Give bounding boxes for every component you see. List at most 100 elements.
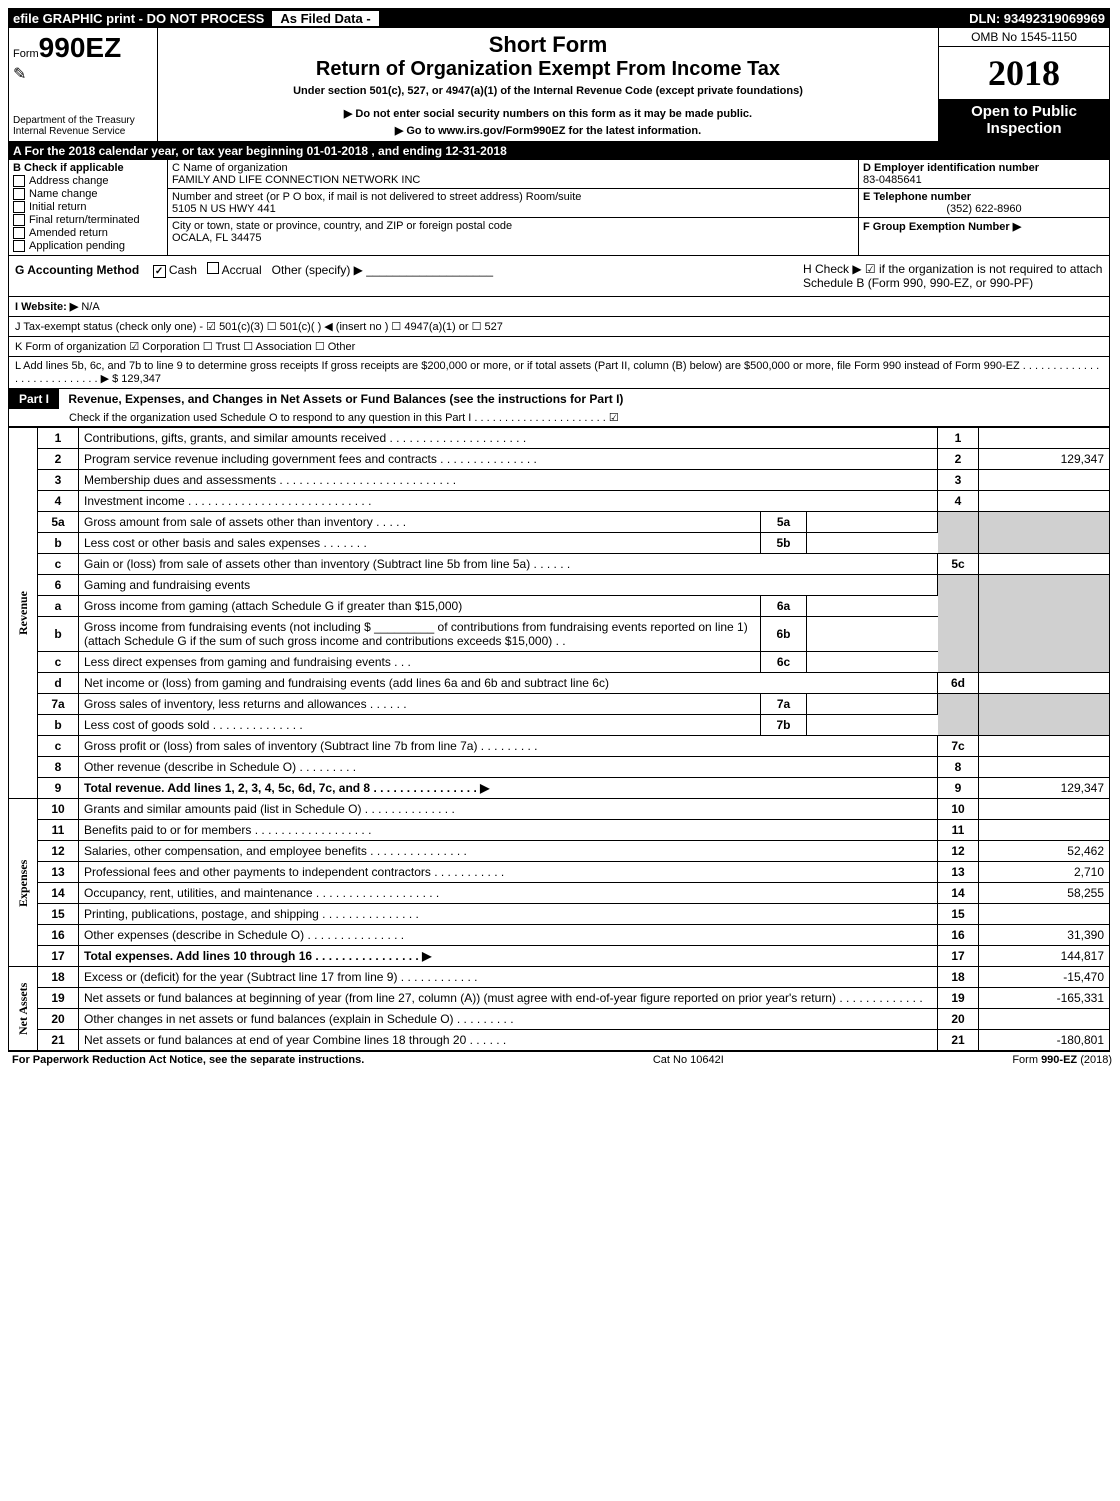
c-name-value: FAMILY AND LIFE CONNECTION NETWORK INC [172,174,854,186]
ln-7b-num: b [38,715,79,736]
footer: For Paperwork Reduction Act Notice, see … [8,1052,1116,1068]
i-label: I Website: ▶ [15,301,78,313]
ln-12-val: 52,462 [979,841,1110,862]
ln-21-rnum: 21 [938,1030,979,1051]
part1-table: Revenue 1 Contributions, gifts, grants, … [9,427,1109,1051]
line-k: K Form of organization ☑ Corporation ☐ T… [9,337,1109,357]
ln-7c-val [979,736,1110,757]
ln-11-val [979,820,1110,841]
grey-5v [979,512,1110,554]
b-item-2: Initial return [29,201,86,213]
irs-label: Internal Revenue Service [13,126,153,137]
ln-7a-snum: 7a [761,694,807,715]
cb-accrual[interactable] [207,262,219,274]
ln-4-desc: Investment income . . . . . . . . . . . … [79,491,938,512]
line-a: A For the 2018 calendar year, or tax yea… [9,142,1109,160]
ln-8-val [979,757,1110,778]
ln-11-num: 11 [38,820,79,841]
c-street-label: Number and street (or P O box, if mail i… [172,191,854,203]
ln-6c-sval [807,652,938,673]
ln-19-desc: Net assets or fund balances at beginning… [79,988,938,1009]
ln-10-num: 10 [38,799,79,820]
line-h: H Check ▶ ☑ if the organization is not r… [797,256,1109,296]
ln-9-num: 9 [38,778,79,799]
ln-9-rnum: 9 [938,778,979,799]
ln-7b-snum: 7b [761,715,807,736]
ln-19-rnum: 19 [938,988,979,1009]
ln-12-desc: Salaries, other compensation, and employ… [79,841,938,862]
grey-7v [979,694,1110,736]
ln-7b-desc: Less cost of goods sold . . . . . . . . … [79,715,761,736]
ln-5b-num: b [38,533,79,554]
cb-application-pending[interactable] [13,240,25,252]
ln-6a-num: a [38,596,79,617]
ln-6-desc: Gaming and fundraising events [79,575,938,596]
ln-5c-rnum: 5c [938,554,979,575]
cb-address-change[interactable] [13,175,25,187]
ln-4-num: 4 [38,491,79,512]
section-bcdef: B Check if applicable Address change Nam… [9,160,1109,256]
g-other: Other (specify) ▶ [272,263,363,277]
ln-2-val: 129,347 [979,449,1110,470]
section-b: B Check if applicable Address change Nam… [9,160,168,255]
ln-21-desc: Net assets or fund balances at end of ye… [79,1030,938,1051]
ln-8-desc: Other revenue (describe in Schedule O) .… [79,757,938,778]
ln-9-desc: Total revenue. Add lines 1, 2, 3, 4, 5c,… [79,778,938,799]
part1-header: Part I Revenue, Expenses, and Changes in… [9,389,1109,427]
ln-8-num: 8 [38,757,79,778]
ln-21-num: 21 [38,1030,79,1051]
ln-4-rnum: 4 [938,491,979,512]
cb-name-change[interactable] [13,188,25,200]
part1-title: Revenue, Expenses, and Changes in Net As… [62,392,623,406]
form-prefix: Form [13,48,39,60]
cb-amended-return[interactable] [13,227,25,239]
ln-7a-desc: Gross sales of inventory, less returns a… [79,694,761,715]
efile-label: efile GRAPHIC print - DO NOT PROCESS [13,11,264,26]
g-label: G Accounting Method [15,263,139,277]
return-title: Return of Organization Exempt From Incom… [166,58,930,81]
cb-initial-return[interactable] [13,201,25,213]
i-value: N/A [81,301,99,313]
ln-20-rnum: 20 [938,1009,979,1030]
grey-6v [979,575,1110,673]
as-filed-label: As Filed Data - [272,11,378,26]
l-text: L Add lines 5b, 6c, and 7b to line 9 to … [15,360,1099,385]
ln-11-rnum: 11 [938,820,979,841]
cb-cash[interactable]: ✓ [153,265,166,278]
d-ein-label: D Employer identification number [863,162,1105,174]
dept-treasury: Department of the Treasury [13,115,153,126]
ln-7a-sval [807,694,938,715]
ln-15-num: 15 [38,904,79,925]
ln-21-val: -180,801 [979,1030,1110,1051]
ln-17-desc: Total expenses. Add lines 10 through 16 … [79,946,938,967]
cb-final-return[interactable] [13,214,25,226]
ln-5c-num: c [38,554,79,575]
no-ssn-notice: ▶ Do not enter social security numbers o… [166,107,930,120]
ln-6d-num: d [38,673,79,694]
ln-14-rnum: 14 [938,883,979,904]
ln-6b-sval [807,617,938,652]
ln-2-num: 2 [38,449,79,470]
footer-right: Form 990-EZ (2018) [1012,1054,1112,1066]
f-group-label: F Group Exemption Number ▶ [863,220,1105,233]
form-number: 990EZ [39,32,122,63]
ln-2-desc: Program service revenue including govern… [79,449,938,470]
ln-1-val [979,428,1110,449]
ln-16-desc: Other expenses (describe in Schedule O) … [79,925,938,946]
ln-20-desc: Other changes in net assets or fund bala… [79,1009,938,1030]
side-expenses: Expenses [9,799,38,967]
c-street-value: 5105 N US HWY 441 [172,203,854,215]
under-section: Under section 501(c), 527, or 4947(a)(1)… [166,85,930,97]
header-left: Form990EZ ✎ Department of the Treasury I… [9,28,158,141]
b-item-3: Final return/terminated [29,214,140,226]
part1-sub: Check if the organization used Schedule … [9,409,1109,426]
ln-6b-num: b [38,617,79,652]
line-g: G Accounting Method ✓ Cash Accrual Other… [9,256,797,296]
ln-13-rnum: 13 [938,862,979,883]
e-phone-value: (352) 622-8960 [863,203,1105,215]
ln-16-num: 16 [38,925,79,946]
ln-14-val: 58,255 [979,883,1110,904]
ln-7c-rnum: 7c [938,736,979,757]
ln-6d-rnum: 6d [938,673,979,694]
g-accrual: Accrual [222,263,262,277]
